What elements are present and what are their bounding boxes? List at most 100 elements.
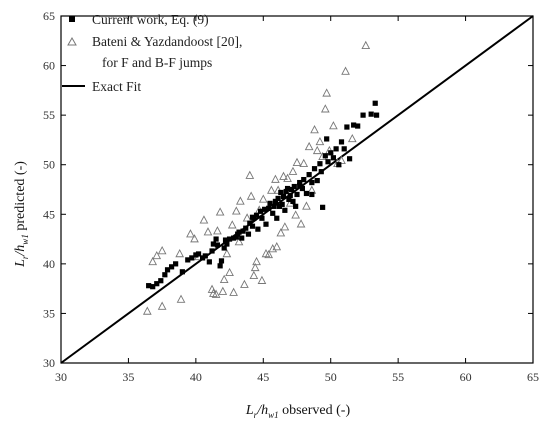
bateni-triangle-point (272, 242, 282, 251)
bateni-triangle-point (199, 215, 209, 224)
current-work-square-point (168, 264, 175, 270)
current-work-square-point (314, 177, 320, 184)
bateni-triangle-point (283, 173, 292, 182)
current-work-square-point (289, 186, 295, 193)
y-tick-label: 65 (43, 9, 55, 23)
current-work-square-point (158, 278, 164, 284)
current-work-square-point (290, 198, 296, 204)
x-tick-label: 65 (527, 370, 539, 384)
current-work-square-point (338, 139, 345, 145)
bateni-triangle-point (292, 157, 302, 166)
x-tick-label: 35 (122, 370, 134, 384)
bateni-triangle-point (231, 206, 241, 215)
bateni-triangle-point (304, 141, 314, 151)
current-work-square-point (222, 237, 229, 243)
legend-label-exact-fit: Exact Fit (92, 79, 141, 94)
current-work-square-point (226, 236, 233, 242)
bateni-triangle-point (225, 267, 234, 277)
current-work-square-point (189, 255, 195, 261)
x-tick-label: 55 (392, 370, 404, 384)
bateni-triangle-point (315, 136, 325, 146)
bateni-triangle-point (264, 249, 274, 259)
bateni-triangle-point (218, 286, 228, 295)
current-work-square-point (255, 226, 261, 232)
current-work-square-point (150, 284, 156, 290)
current-work-square-point (278, 189, 284, 196)
bateni-triangle-point (302, 201, 311, 210)
current-work-square-point (309, 179, 315, 186)
current-work-square-point (317, 161, 323, 167)
x-tick-label: 60 (460, 370, 472, 384)
bateni-triangle-point (245, 170, 255, 179)
bateni-triangle-point (142, 306, 152, 315)
current-work-square-point (286, 196, 292, 203)
bateni-triangle-point (329, 121, 338, 130)
current-work-square-point (185, 257, 191, 263)
bateni-triangle-point (322, 88, 332, 97)
current-work-square-point (297, 179, 303, 186)
bateni-triangle-point (296, 219, 306, 228)
bateni-triangle-point (203, 227, 213, 236)
bateni-triangle-point (211, 289, 221, 298)
current-work-square-point (330, 155, 337, 161)
current-work-square-point (283, 188, 289, 195)
y-tick-label: 45 (43, 207, 55, 221)
current-work-square-point (202, 253, 208, 259)
x-tick-label: 40 (190, 370, 202, 384)
legend: Current work, Eq. (9) Bateni & Yazdandoo… (62, 12, 242, 94)
current-work-square-point (344, 124, 350, 130)
current-work-square-point (294, 191, 300, 198)
current-work-square-point (218, 258, 225, 264)
current-work-square-point (287, 192, 293, 199)
plot-area (60, 15, 534, 364)
bateni-triangle-point (213, 226, 222, 235)
current-work-square-point (297, 182, 303, 189)
current-work-square-point (328, 150, 334, 156)
current-work-square-point (259, 215, 265, 221)
current-work-square-point (272, 198, 279, 204)
current-work-square-point (221, 245, 227, 251)
bateni-triangle-point (258, 194, 268, 203)
bateni-triangle-point (186, 229, 195, 238)
legend-triangle-marker (67, 36, 77, 46)
current-work-square-point (267, 200, 273, 206)
current-work-square-point (279, 201, 285, 207)
current-work-square-point (263, 221, 269, 227)
current-work-square-point (318, 169, 324, 175)
current-work-square-point (249, 214, 256, 220)
current-work-square-point (303, 190, 310, 197)
bateni-triangle-point (268, 244, 278, 253)
bateni-triangle-point (240, 279, 249, 288)
current-work-square-point (239, 235, 245, 241)
bateni-triangle-point (157, 246, 167, 255)
current-work-square-point (173, 261, 179, 267)
current-work-square-point (309, 191, 315, 198)
current-work-square-point (373, 112, 380, 118)
current-work-square-point (210, 241, 216, 247)
current-work-square-point (284, 185, 291, 192)
current-work-square-point (271, 203, 277, 209)
current-work-square-point (257, 208, 264, 214)
bateni-triangle-point (219, 274, 229, 283)
bateni-triangle-point (361, 40, 371, 49)
x-tick-label: 50 (325, 370, 337, 384)
current-work-square-point (291, 183, 297, 190)
bateni-triangle-point (229, 287, 238, 296)
bateni-triangle-point (227, 220, 237, 229)
current-work-square-point (368, 111, 374, 117)
axes: 30 35 40 45 50 55 60 65 30 35 40 45 50 55 60 65 (43, 9, 539, 384)
bateni-triangle-point (320, 104, 330, 113)
current-work-square-point (301, 176, 307, 183)
legend-square-marker (69, 16, 75, 22)
y-tick-label: 35 (43, 306, 55, 320)
current-work-square-point (217, 263, 223, 269)
y-tick-label: 55 (43, 108, 55, 122)
bateni-triangle-point (310, 125, 319, 134)
current-work-square-point (322, 153, 328, 159)
x-tick-label: 30 (55, 370, 67, 384)
bateni-triangle-point (152, 250, 162, 260)
current-work-square-point (164, 267, 171, 273)
current-work-square-point (253, 212, 260, 218)
legend-label-current-work: Current work, Eq. (9) (92, 12, 209, 27)
current-work-square-point (282, 207, 288, 213)
